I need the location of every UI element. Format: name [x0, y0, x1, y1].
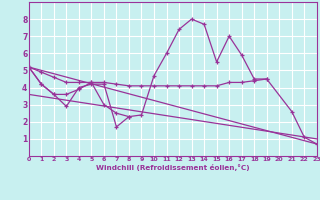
X-axis label: Windchill (Refroidissement éolien,°C): Windchill (Refroidissement éolien,°C) — [96, 164, 250, 171]
